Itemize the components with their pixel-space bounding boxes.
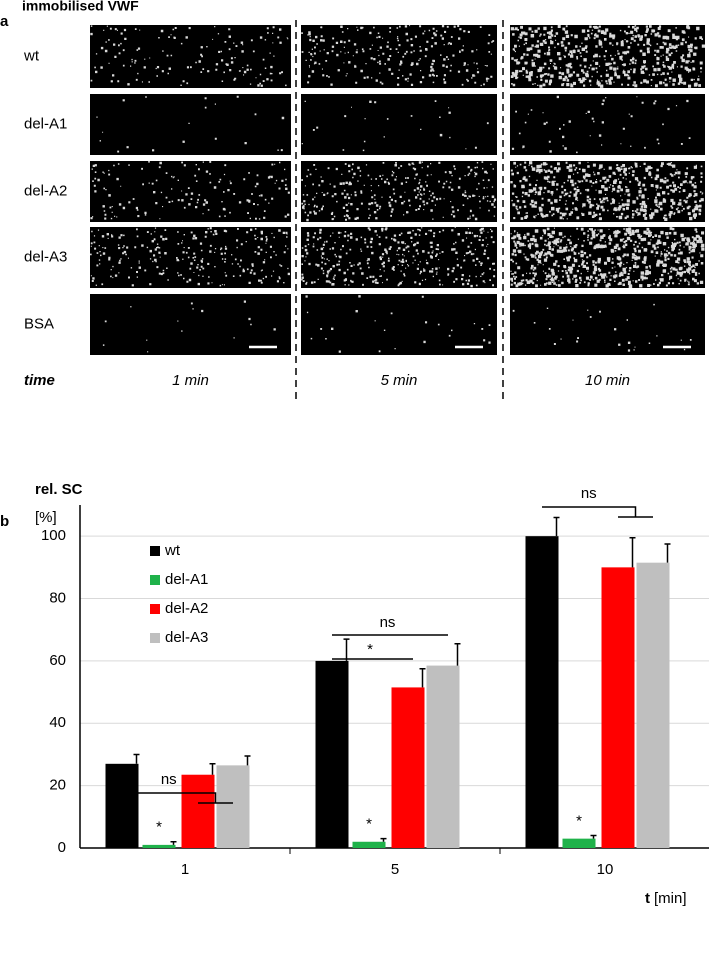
bracket [542, 506, 653, 518]
error-bar [343, 638, 350, 661]
x-tick-label: 5 [391, 861, 399, 878]
annotation: * [576, 812, 582, 829]
x-tick-label: 1 [181, 861, 189, 878]
y-tick-label: 60 [49, 652, 66, 669]
micrograph [90, 94, 291, 155]
row-label: BSA [24, 315, 54, 332]
y-tick-label: 0 [58, 839, 66, 856]
bar [105, 763, 139, 848]
micrograph [90, 161, 291, 222]
micrograph [301, 161, 497, 222]
y-axis-unit: [%] [35, 509, 57, 526]
particles [301, 25, 495, 87]
panel-label: a [0, 13, 9, 30]
y-tick-label: 20 [49, 777, 66, 794]
y-tick-label: 100 [41, 527, 66, 544]
bar [315, 660, 349, 848]
row-label: del-A3 [24, 248, 67, 265]
legend-label: del-A1 [165, 571, 208, 588]
annotation: ns [581, 485, 597, 502]
x-axis-label: t [645, 890, 650, 907]
legend-swatch [150, 633, 160, 643]
error-bar [629, 536, 636, 568]
row-label: del-A2 [24, 182, 67, 199]
error-bar [244, 755, 251, 766]
bracket [122, 792, 233, 804]
column-label: 5 min [381, 372, 418, 389]
particles [301, 227, 496, 288]
micrograph [510, 94, 705, 155]
bar [636, 562, 670, 848]
panel-title: immobilised VWF [22, 0, 139, 14]
error-bar [454, 643, 461, 666]
bar [216, 765, 250, 848]
panel-label: b [0, 513, 9, 530]
legend-swatch [150, 575, 160, 585]
row-label: wt [23, 47, 40, 64]
legend-label: del-A3 [165, 629, 208, 646]
legend-swatch [150, 604, 160, 614]
legend-label: wt [164, 542, 181, 559]
error-bar [553, 516, 560, 537]
annotation: * [366, 816, 372, 833]
micrograph [301, 227, 497, 288]
error-bar [590, 834, 597, 839]
x-tick-label: 10 [597, 861, 614, 878]
y-tick-label: 80 [49, 590, 66, 607]
bar [426, 665, 460, 848]
annotation: ns [161, 771, 177, 788]
annotation: * [156, 819, 162, 836]
column-label: 1 min [172, 372, 209, 389]
error-bar [170, 841, 177, 845]
bar [142, 844, 176, 848]
time-label: time [24, 372, 55, 389]
annotation: * [367, 641, 373, 658]
y-axis-label: rel. SC [35, 481, 83, 498]
row-label: del-A1 [24, 115, 67, 132]
error-bar [133, 753, 140, 764]
bar [181, 774, 215, 848]
particles [510, 227, 705, 289]
legend-swatch [150, 546, 160, 556]
particles [510, 25, 706, 88]
bar [391, 687, 425, 848]
micrograph [301, 294, 497, 355]
micrograph [90, 25, 291, 88]
x-axis-unit: [min] [654, 890, 687, 907]
bar [525, 536, 559, 848]
annotation: ns [380, 614, 396, 631]
error-bar [419, 667, 426, 688]
bar [601, 567, 635, 848]
error-bar [664, 543, 671, 563]
bar [562, 838, 596, 848]
error-bar [380, 837, 387, 842]
column-label: 10 min [585, 372, 630, 389]
error-bar [209, 763, 216, 775]
micrograph [90, 294, 291, 355]
micrograph [510, 294, 705, 355]
legend-label: del-A2 [165, 600, 208, 617]
bar [352, 841, 386, 848]
y-tick-label: 40 [49, 714, 66, 731]
micrograph [301, 94, 497, 155]
particles [301, 161, 497, 222]
particles [510, 161, 704, 221]
